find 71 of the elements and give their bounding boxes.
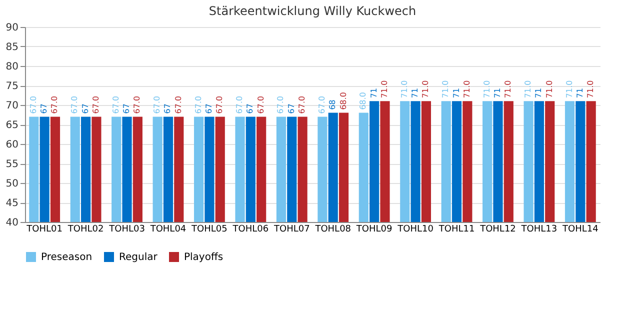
- data-label: 71.0: [544, 80, 554, 98]
- data-label: 71.0: [421, 80, 430, 98]
- data-label: 71: [575, 88, 584, 98]
- x-tick-label: TOHL14: [562, 224, 599, 234]
- data-label: 68: [328, 100, 338, 110]
- data-label: 67.0: [132, 96, 142, 114]
- x-tick-label: TOHL05: [190, 224, 228, 234]
- data-label: 71: [369, 88, 378, 98]
- data-label: 67: [80, 104, 90, 114]
- data-label: 67.0: [111, 96, 120, 114]
- x-tick-label: TOHL03: [108, 224, 145, 234]
- data-label: 67.0: [194, 96, 203, 114]
- data-label: 67: [40, 104, 49, 114]
- data-label: 68.0: [358, 92, 368, 110]
- data-label: 71.0: [380, 80, 389, 98]
- y-tick-label: 70: [6, 100, 18, 112]
- data-label: 71.0: [586, 80, 596, 98]
- x-tick-label: TOHL08: [314, 224, 352, 234]
- data-label: 67.0: [28, 96, 38, 114]
- data-label: 71: [534, 88, 544, 98]
- data-label: 71: [492, 88, 502, 98]
- y-tick-label: 60: [6, 140, 18, 150]
- x-tick-label: TOHL13: [520, 224, 558, 234]
- x-tick-label: TOHL07: [272, 224, 310, 234]
- y-tick-label: 85: [6, 42, 18, 53]
- y-tick-label: 45: [6, 198, 18, 209]
- legend-label: Preseason: [41, 252, 92, 263]
- data-label: 67: [163, 104, 172, 114]
- data-label: 67.0: [152, 96, 162, 114]
- data-label: 67.0: [50, 96, 60, 114]
- data-label: 71.0: [462, 80, 472, 98]
- y-tick-label: 65: [6, 120, 18, 131]
- data-label: 71.0: [504, 80, 513, 98]
- y-tick-label: 50: [6, 178, 18, 190]
- x-tick-label: TOHL01: [26, 224, 62, 234]
- y-tick-label: 90: [6, 22, 18, 34]
- legend-label: Regular: [119, 252, 158, 263]
- x-tick-label: TOHL04: [149, 224, 186, 234]
- x-tick-label: TOHL12: [479, 224, 516, 234]
- data-label: 67.0: [317, 96, 326, 114]
- data-label: 71.0: [524, 80, 533, 98]
- chart-title: Stärkeentwicklung Willy Kuckwech: [208, 4, 416, 18]
- data-label: 67: [246, 104, 255, 114]
- x-tick-label: TOHL06: [232, 224, 269, 234]
- data-label: 67.0: [70, 96, 80, 114]
- x-tick-label: TOHL11: [438, 224, 475, 234]
- data-label: 68.0: [338, 92, 348, 110]
- y-tick-label: 55: [6, 159, 18, 170]
- y-tick-label: 40: [6, 218, 18, 228]
- x-tick-label: TOHL10: [396, 224, 434, 234]
- data-label: 71.0: [400, 80, 409, 98]
- x-tick-label: TOHL09: [355, 224, 393, 234]
- y-tick-label: 75: [6, 81, 18, 92]
- data-label: 67.0: [174, 96, 183, 114]
- data-label: 71: [410, 88, 420, 98]
- data-label: 67.0: [298, 96, 307, 114]
- data-label: 67: [286, 104, 296, 114]
- data-label: 67.0: [256, 96, 266, 114]
- data-label: 71.0: [441, 80, 450, 98]
- data-label: 67.0: [276, 96, 286, 114]
- data-label: 67: [204, 104, 214, 114]
- x-tick-label: TOHL02: [66, 224, 104, 234]
- data-label: 71.0: [482, 80, 492, 98]
- data-label: 71.0: [564, 80, 574, 98]
- data-label: 71: [452, 88, 461, 98]
- y-tick-label: 80: [6, 62, 18, 72]
- legend-label: Playoffs: [184, 252, 224, 263]
- data-label: 67.0: [91, 96, 100, 114]
- data-label: 67.0: [215, 96, 224, 114]
- data-label: 67.0: [235, 96, 244, 114]
- data-label: 67: [122, 104, 132, 114]
